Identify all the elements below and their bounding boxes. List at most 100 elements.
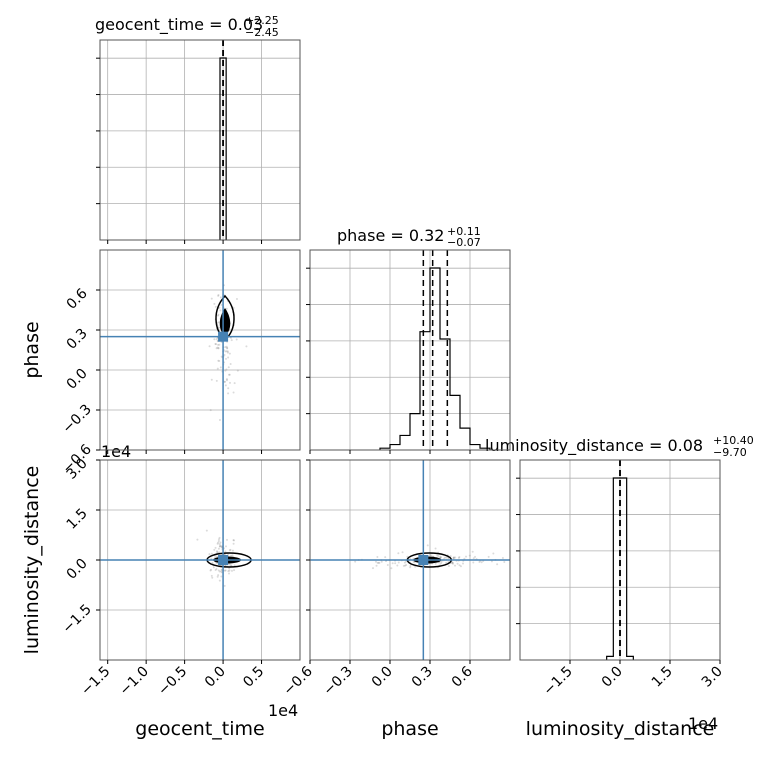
scatter-point — [229, 554, 232, 557]
y-tick-label: 0.0 — [64, 556, 91, 583]
scatter-point — [462, 562, 465, 565]
x-tick-label: −1.5 — [540, 664, 575, 699]
scatter-point — [454, 556, 457, 559]
scatter-point — [214, 305, 217, 308]
x-tick-label: 0.0 — [599, 664, 626, 691]
scatter-point — [374, 560, 377, 563]
truth-marker — [218, 555, 229, 565]
scatter-point — [218, 419, 221, 422]
scatter-point — [459, 565, 462, 568]
scatter-point — [217, 574, 220, 577]
scatter-point — [196, 538, 199, 541]
scatter-point — [219, 545, 222, 548]
scatter-point — [471, 550, 474, 553]
x-axis-label-phase: phase — [381, 718, 438, 740]
panel-frame — [99, 39, 301, 241]
panel-phase-vs-geocent_time: −0.6−0.30.00.30.6 — [59, 249, 301, 477]
scatter-point — [451, 561, 454, 564]
scatter-point — [216, 575, 219, 578]
scatter-point — [452, 557, 455, 560]
scatter-point — [451, 562, 454, 565]
scatter-point — [434, 547, 437, 550]
scatter-point — [394, 562, 397, 565]
scatter-point — [225, 307, 228, 310]
scatter-point — [229, 548, 232, 551]
svg-text:phase = 0.32: phase = 0.32 — [337, 226, 444, 245]
scatter-point — [210, 557, 213, 560]
scatter-point — [439, 562, 442, 565]
scatter-point — [397, 552, 400, 555]
scatter-point — [396, 564, 399, 567]
scatter-point — [458, 556, 461, 559]
title-median: 0.03 — [228, 15, 264, 34]
title-name: luminosity_distance — [485, 436, 644, 456]
scatter-point — [214, 546, 217, 549]
svg-text:geocent_time = 0.03: geocent_time = 0.03 — [95, 15, 263, 35]
panel-content — [310, 250, 510, 450]
scatter-point — [225, 378, 228, 381]
title-minus: −0.07 — [447, 236, 481, 249]
scatter-point — [403, 561, 406, 564]
scatter-point — [226, 351, 229, 354]
scatter-point — [216, 314, 219, 317]
scatter-point — [231, 554, 234, 557]
scatter-point — [224, 550, 227, 553]
scatter-point — [378, 561, 381, 564]
scatter-point — [472, 557, 475, 560]
histogram-step — [606, 477, 634, 660]
scatter-point — [480, 561, 483, 564]
y-axis-label-phase: phase — [21, 321, 43, 378]
scatter-point — [439, 555, 442, 558]
scatter-point — [236, 369, 239, 372]
scatter-point — [215, 567, 218, 570]
scatter-point — [216, 551, 219, 554]
panel-content — [100, 40, 300, 240]
offset-label-luminosity-distance-x: 1e4 — [688, 714, 718, 733]
scatter-point — [434, 562, 437, 565]
scatter-point — [209, 569, 212, 572]
title-phase: phase = 0.32 +0.11 −0.07 — [337, 225, 481, 249]
scatter-point — [231, 549, 234, 552]
scatter-point — [224, 384, 227, 387]
scatter-point — [402, 564, 405, 567]
scatter-point — [217, 346, 220, 349]
panel-geocent_time-vs-geocent_time — [96, 39, 301, 244]
scatter-point — [216, 367, 219, 370]
panel-content — [310, 460, 510, 660]
x-tick-label: −1.0 — [117, 664, 152, 699]
scatter-point — [380, 560, 383, 563]
x-tick-label: −0.5 — [155, 664, 190, 699]
scatter-point — [503, 560, 506, 563]
scatter-point — [229, 362, 232, 365]
scatter-point — [443, 556, 446, 559]
title-median: 0.08 — [667, 436, 703, 455]
scatter-point — [217, 294, 220, 297]
scatter-point — [452, 557, 455, 560]
scatter-point — [227, 366, 230, 369]
scatter-point — [232, 542, 235, 545]
scatter-point — [376, 556, 379, 559]
scatter-point — [217, 538, 220, 541]
scatter-point — [233, 564, 236, 567]
scatter-point — [439, 556, 442, 559]
scatter-point — [437, 555, 440, 558]
panel-content — [520, 460, 720, 660]
scatter-point — [463, 557, 466, 560]
offset-label-luminosity-distance-y: 1e4 — [101, 442, 131, 461]
scatter-point — [217, 569, 220, 572]
scatter-point — [496, 563, 499, 566]
scatter-point — [214, 556, 217, 559]
scatter-point — [218, 343, 221, 346]
scatter-point — [451, 561, 454, 564]
scatter-point — [230, 336, 233, 339]
y-tick-label: −1.5 — [59, 601, 94, 636]
scatter-point — [224, 545, 227, 548]
scatter-point — [220, 570, 223, 573]
scatter-point — [213, 302, 216, 305]
x-tick-label: −0.6 — [280, 663, 315, 698]
scatter-point — [354, 560, 357, 563]
scatter-point — [217, 359, 220, 362]
scatter-point — [224, 357, 227, 360]
scatter-point — [228, 567, 231, 570]
